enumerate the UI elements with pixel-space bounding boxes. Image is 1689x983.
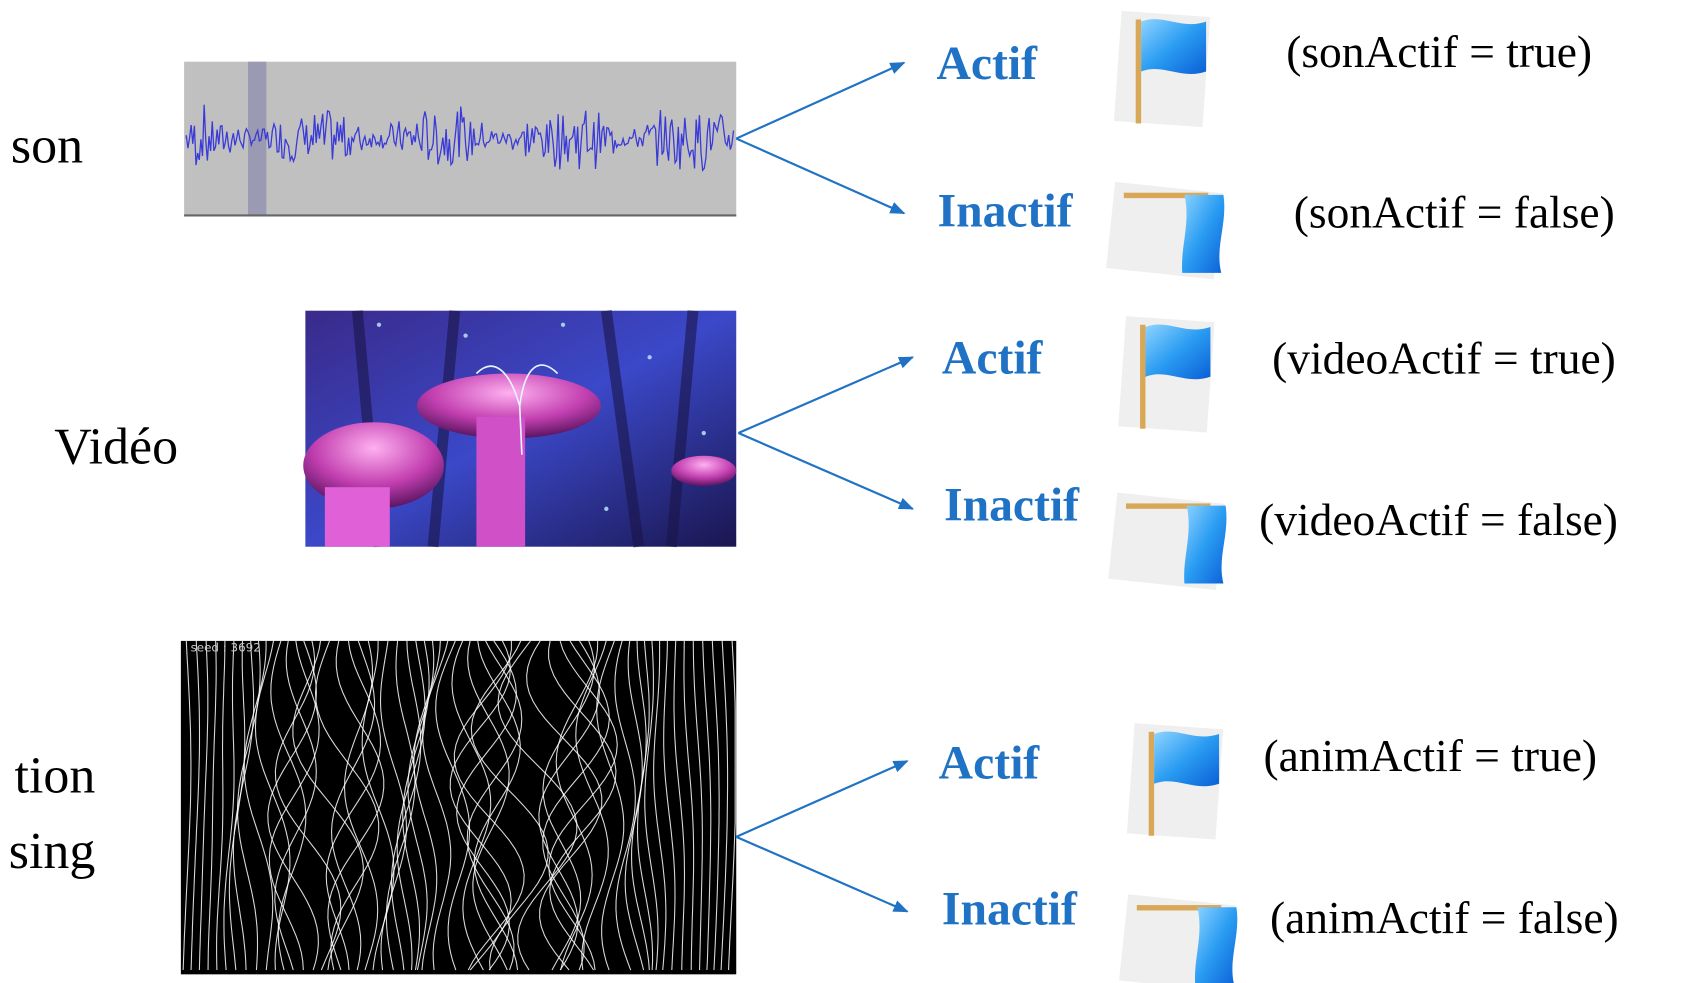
art-line bbox=[467, 640, 510, 971]
art-line bbox=[292, 640, 364, 971]
art-line bbox=[555, 640, 599, 971]
image-caption: seed : 3692 bbox=[191, 641, 261, 655]
waveform-image bbox=[184, 61, 737, 217]
flag-inactive bbox=[1119, 894, 1238, 983]
art-line bbox=[268, 640, 320, 971]
state-label: Actif bbox=[939, 737, 1041, 789]
art-line bbox=[614, 640, 636, 971]
art-line bbox=[254, 640, 291, 971]
art-line bbox=[538, 640, 600, 971]
art-line bbox=[223, 640, 235, 971]
code-text: (animActif = false) bbox=[1270, 892, 1619, 943]
art-line bbox=[631, 640, 650, 971]
art-line bbox=[207, 640, 217, 971]
row-label: Vidéo bbox=[54, 418, 178, 475]
state-label: Actif bbox=[942, 332, 1044, 384]
art-line bbox=[379, 640, 407, 971]
art-line bbox=[470, 640, 549, 971]
state-label: Inactif bbox=[938, 185, 1074, 237]
flag-active bbox=[1126, 723, 1224, 840]
art-line bbox=[542, 640, 595, 971]
row-label: sing bbox=[9, 823, 96, 880]
art-line bbox=[720, 640, 729, 971]
art-line bbox=[274, 640, 317, 971]
row-label: tion bbox=[15, 747, 96, 804]
code-text: (animActif = true) bbox=[1263, 730, 1597, 781]
art-line bbox=[314, 640, 380, 971]
art-line bbox=[711, 640, 720, 971]
art-line bbox=[331, 640, 376, 971]
flag-inactive bbox=[1108, 492, 1227, 591]
code-text: (sonActif = false) bbox=[1294, 186, 1615, 237]
code-text: (sonActif = true) bbox=[1286, 26, 1592, 77]
art-line bbox=[274, 640, 342, 971]
art-line bbox=[728, 640, 736, 971]
video-image bbox=[303, 309, 737, 548]
state-label: Actif bbox=[937, 38, 1039, 90]
art-line bbox=[548, 640, 617, 971]
art-line bbox=[453, 640, 525, 971]
art-line bbox=[327, 640, 385, 971]
state-label: Inactif bbox=[942, 884, 1078, 936]
art-line bbox=[683, 640, 695, 971]
art-line bbox=[422, 640, 452, 971]
art-line bbox=[542, 640, 610, 971]
art-line bbox=[270, 640, 307, 971]
art-line bbox=[451, 640, 492, 971]
art-line bbox=[692, 640, 703, 971]
art-line bbox=[548, 640, 618, 971]
art-line bbox=[198, 640, 209, 971]
art-line bbox=[596, 640, 625, 971]
art-line bbox=[636, 640, 654, 971]
art-line bbox=[216, 640, 226, 971]
art-line bbox=[435, 640, 471, 971]
art-line bbox=[228, 640, 246, 971]
row-label: son bbox=[11, 117, 83, 174]
code-text: (videoActif = true) bbox=[1272, 332, 1616, 383]
art-line bbox=[385, 640, 416, 971]
art-line bbox=[182, 640, 192, 971]
art-line bbox=[473, 640, 521, 971]
art-line bbox=[644, 640, 659, 971]
flag-inactive bbox=[1106, 181, 1225, 280]
state-label: Inactif bbox=[944, 480, 1080, 532]
flag-active bbox=[1118, 316, 1215, 433]
art-line bbox=[575, 640, 609, 971]
art-line bbox=[413, 640, 441, 971]
art-line bbox=[702, 640, 712, 971]
art-line bbox=[325, 640, 382, 971]
flag-active bbox=[1113, 10, 1211, 128]
art-line bbox=[190, 640, 201, 971]
code-text: (videoActif = false) bbox=[1259, 494, 1618, 545]
art-line bbox=[526, 640, 603, 971]
art-line bbox=[653, 640, 667, 971]
arrows bbox=[735, 61, 915, 913]
art-line bbox=[663, 640, 676, 971]
art-line bbox=[497, 640, 578, 971]
art-line bbox=[243, 640, 274, 971]
processing-image: seed : 3692 bbox=[180, 640, 737, 975]
art-line bbox=[673, 640, 686, 971]
